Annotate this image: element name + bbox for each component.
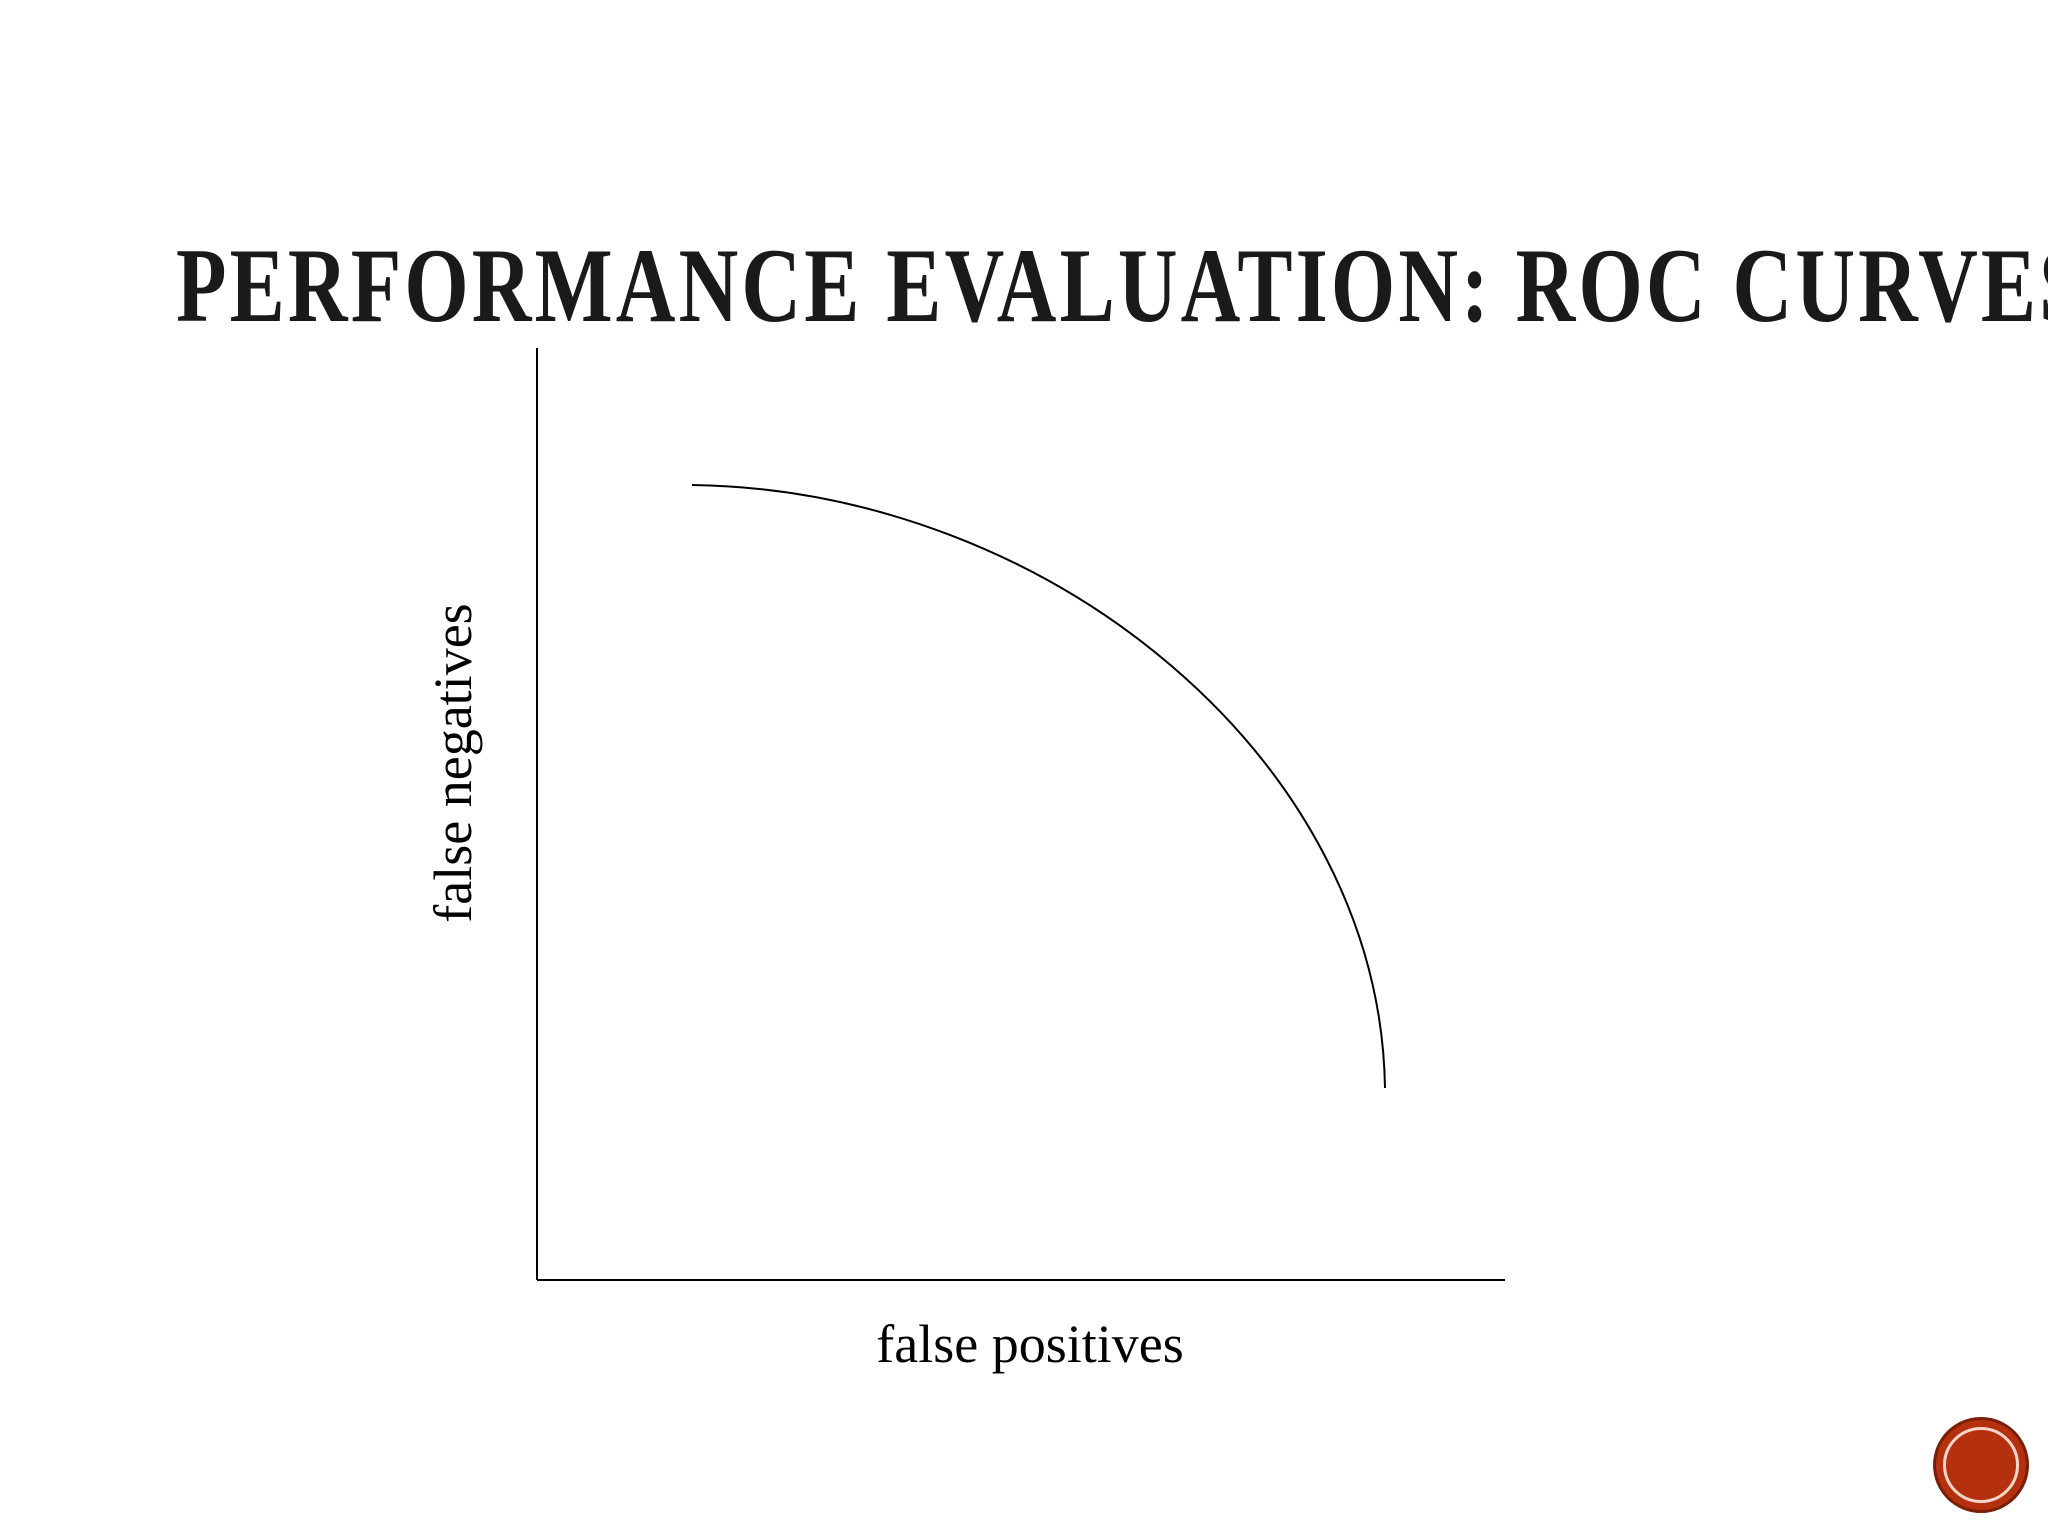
roc-curve xyxy=(691,484,1386,1089)
next-slide-button[interactable] xyxy=(1936,1420,2026,1510)
y-axis-label: false negatives xyxy=(423,603,483,923)
x-axis-label: false positives xyxy=(876,1314,1184,1374)
